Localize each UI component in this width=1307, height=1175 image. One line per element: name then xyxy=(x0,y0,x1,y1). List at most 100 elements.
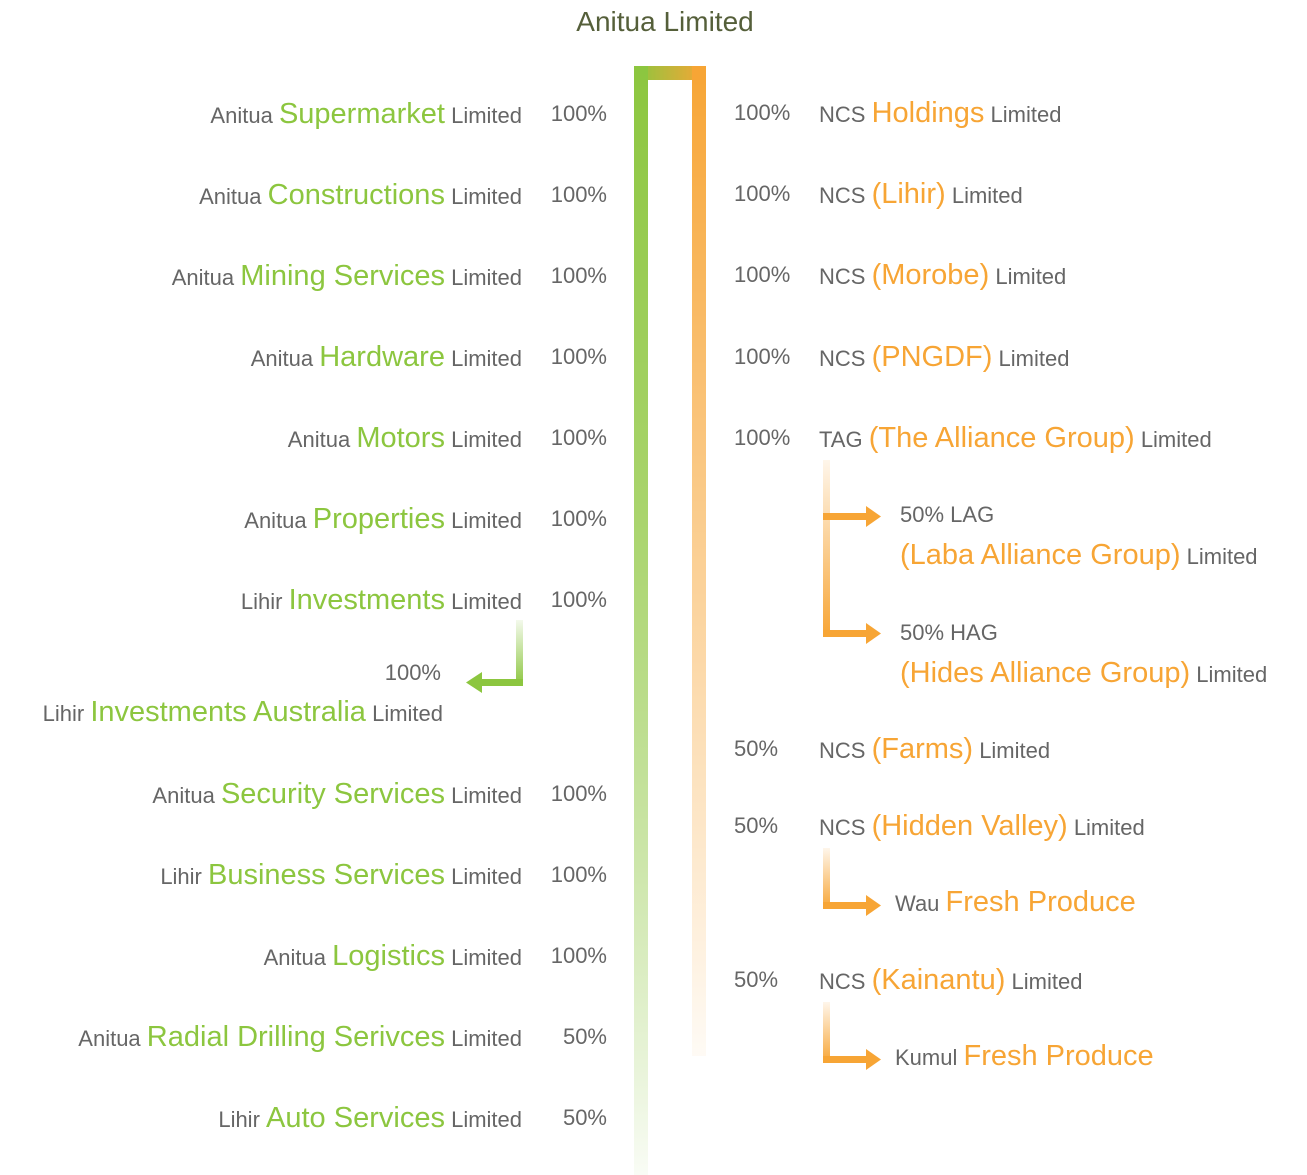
entity-name: (Laba Alliance Group) xyxy=(900,539,1181,571)
entity-name: Logistics xyxy=(332,940,445,972)
entity-name: (Lihir) xyxy=(871,178,946,210)
left-share: 100% xyxy=(551,339,607,375)
share: 100% xyxy=(550,182,607,207)
suffix: Limited xyxy=(451,346,522,371)
entity-name: (Morobe) xyxy=(871,259,990,291)
right-share: 50% xyxy=(734,731,778,767)
kainantu-arrow xyxy=(823,1002,881,1070)
entity-name: (Hidden Valley) xyxy=(871,810,1068,842)
suffix: Limited xyxy=(995,264,1067,289)
right-entity: NCS (Kainantu) Limited xyxy=(819,962,1082,998)
entity-name: Supermarket xyxy=(278,98,445,130)
suffix: Limited xyxy=(1196,662,1268,687)
suffix: Limited xyxy=(990,102,1062,127)
left-entity: Anitua Constructions Limited xyxy=(199,177,522,213)
sub-entity: Wau Fresh Produce xyxy=(895,884,1136,920)
share: 100% xyxy=(734,425,791,450)
entity-name: Hardware xyxy=(319,341,445,373)
entity-name: Auto Services xyxy=(266,1102,445,1134)
entity-name: Mining Services xyxy=(240,260,445,292)
suffix: Limited xyxy=(451,184,522,209)
suffix: Limited xyxy=(1186,544,1258,569)
right-entity: NCS (Hidden Valley) Limited xyxy=(819,808,1145,844)
share: 50% xyxy=(900,502,945,527)
entity-name: (PNGDF) xyxy=(871,341,993,373)
suffix: Limited xyxy=(451,508,522,533)
left-arrow xyxy=(466,620,523,693)
share: 50% xyxy=(562,1105,607,1130)
entity-name: Fresh Produce xyxy=(963,1040,1154,1072)
prefix: Anitua xyxy=(244,508,307,533)
suffix: Limited xyxy=(451,103,522,128)
share: 50% xyxy=(562,1024,607,1049)
prefix: NCS xyxy=(819,183,866,208)
left-share: 50% xyxy=(563,1019,607,1055)
share: 100% xyxy=(550,344,607,369)
entity-name: Business Services xyxy=(208,859,445,891)
prefix: Lihir xyxy=(160,864,202,889)
share: 100% xyxy=(550,506,607,531)
suffix: Limited xyxy=(951,183,1023,208)
left-entity: Anitua Security Services Limited xyxy=(152,776,522,812)
share: 50% xyxy=(734,967,779,992)
sub-share: 100% xyxy=(385,655,441,691)
right-share: 50% xyxy=(734,962,778,998)
share: 100% xyxy=(734,100,791,125)
left-entity: Anitua Motors Limited xyxy=(288,420,522,456)
tag-arrows xyxy=(823,460,881,644)
entity-name: Constructions xyxy=(267,179,445,211)
suffix: Limited xyxy=(451,1026,522,1051)
left-share: 100% xyxy=(551,177,607,213)
right-share: 100% xyxy=(734,176,790,212)
right-share: 100% xyxy=(734,95,790,131)
left-share: 100% xyxy=(551,501,607,537)
share: 50% xyxy=(734,813,779,838)
prefix: Lihir xyxy=(218,1107,260,1132)
left-share: 100% xyxy=(551,582,607,618)
share: 100% xyxy=(550,862,607,887)
left-share: 100% xyxy=(551,258,607,294)
green-trunk xyxy=(634,66,648,1175)
suffix: Limited xyxy=(451,589,522,614)
right-entity: NCS Holdings Limited xyxy=(819,95,1061,131)
left-entity: Lihir Investments Limited xyxy=(241,582,522,618)
sub-header: 50% HAG xyxy=(900,615,998,651)
entity-name: Properties xyxy=(312,503,445,535)
trunk-top xyxy=(634,66,706,80)
prefix: Anitua xyxy=(152,783,215,808)
sub-entity: (Hides Alliance Group) Limited xyxy=(900,655,1267,691)
orange-trunk xyxy=(692,66,706,1056)
sub-entity: Lihir Investments Australia Limited xyxy=(43,694,443,730)
sub-entity: (Laba Alliance Group) Limited xyxy=(900,537,1258,573)
left-entity: Anitua Radial Drilling Serivces Limited xyxy=(78,1019,522,1055)
prefix: Anitua xyxy=(287,427,351,452)
right-entity: NCS (Morobe) Limited xyxy=(819,257,1066,293)
right-entity: NCS (Farms) Limited xyxy=(819,731,1050,767)
share: 100% xyxy=(550,943,607,968)
entity-name: (Farms) xyxy=(871,733,974,765)
sub-entity: Kumul Fresh Produce xyxy=(895,1038,1154,1074)
entity-name: Investments Australia xyxy=(90,696,366,728)
left-share: 100% xyxy=(551,776,607,812)
suffix: Limited xyxy=(372,701,443,726)
entity-name: Fresh Produce xyxy=(945,886,1136,918)
suffix: Limited xyxy=(451,945,522,970)
sub-header: 50% LAG xyxy=(900,497,994,533)
right-share: 100% xyxy=(734,339,790,375)
prefix: Wau xyxy=(895,891,940,916)
left-entity: Lihir Business Services Limited xyxy=(160,857,522,893)
right-share: 50% xyxy=(734,808,778,844)
left-entity: Anitua Supermarket Limited xyxy=(210,96,522,132)
entity-name: (Hides Alliance Group) xyxy=(900,657,1191,689)
left-entity: Anitua Hardware Limited xyxy=(251,339,522,375)
entity-name: Investments xyxy=(288,584,445,616)
prefix: Lihir xyxy=(240,589,283,614)
left-entity: Lihir Auto Services Limited xyxy=(218,1100,522,1136)
suffix: Limited xyxy=(451,265,522,290)
entity-name: (The Alliance Group) xyxy=(868,422,1135,454)
prefix: NCS xyxy=(819,346,866,371)
left-share: 100% xyxy=(551,938,607,974)
suffix: Limited xyxy=(1011,969,1083,994)
entity-name: Motors xyxy=(356,422,445,454)
prefix: Lihir xyxy=(42,701,85,726)
